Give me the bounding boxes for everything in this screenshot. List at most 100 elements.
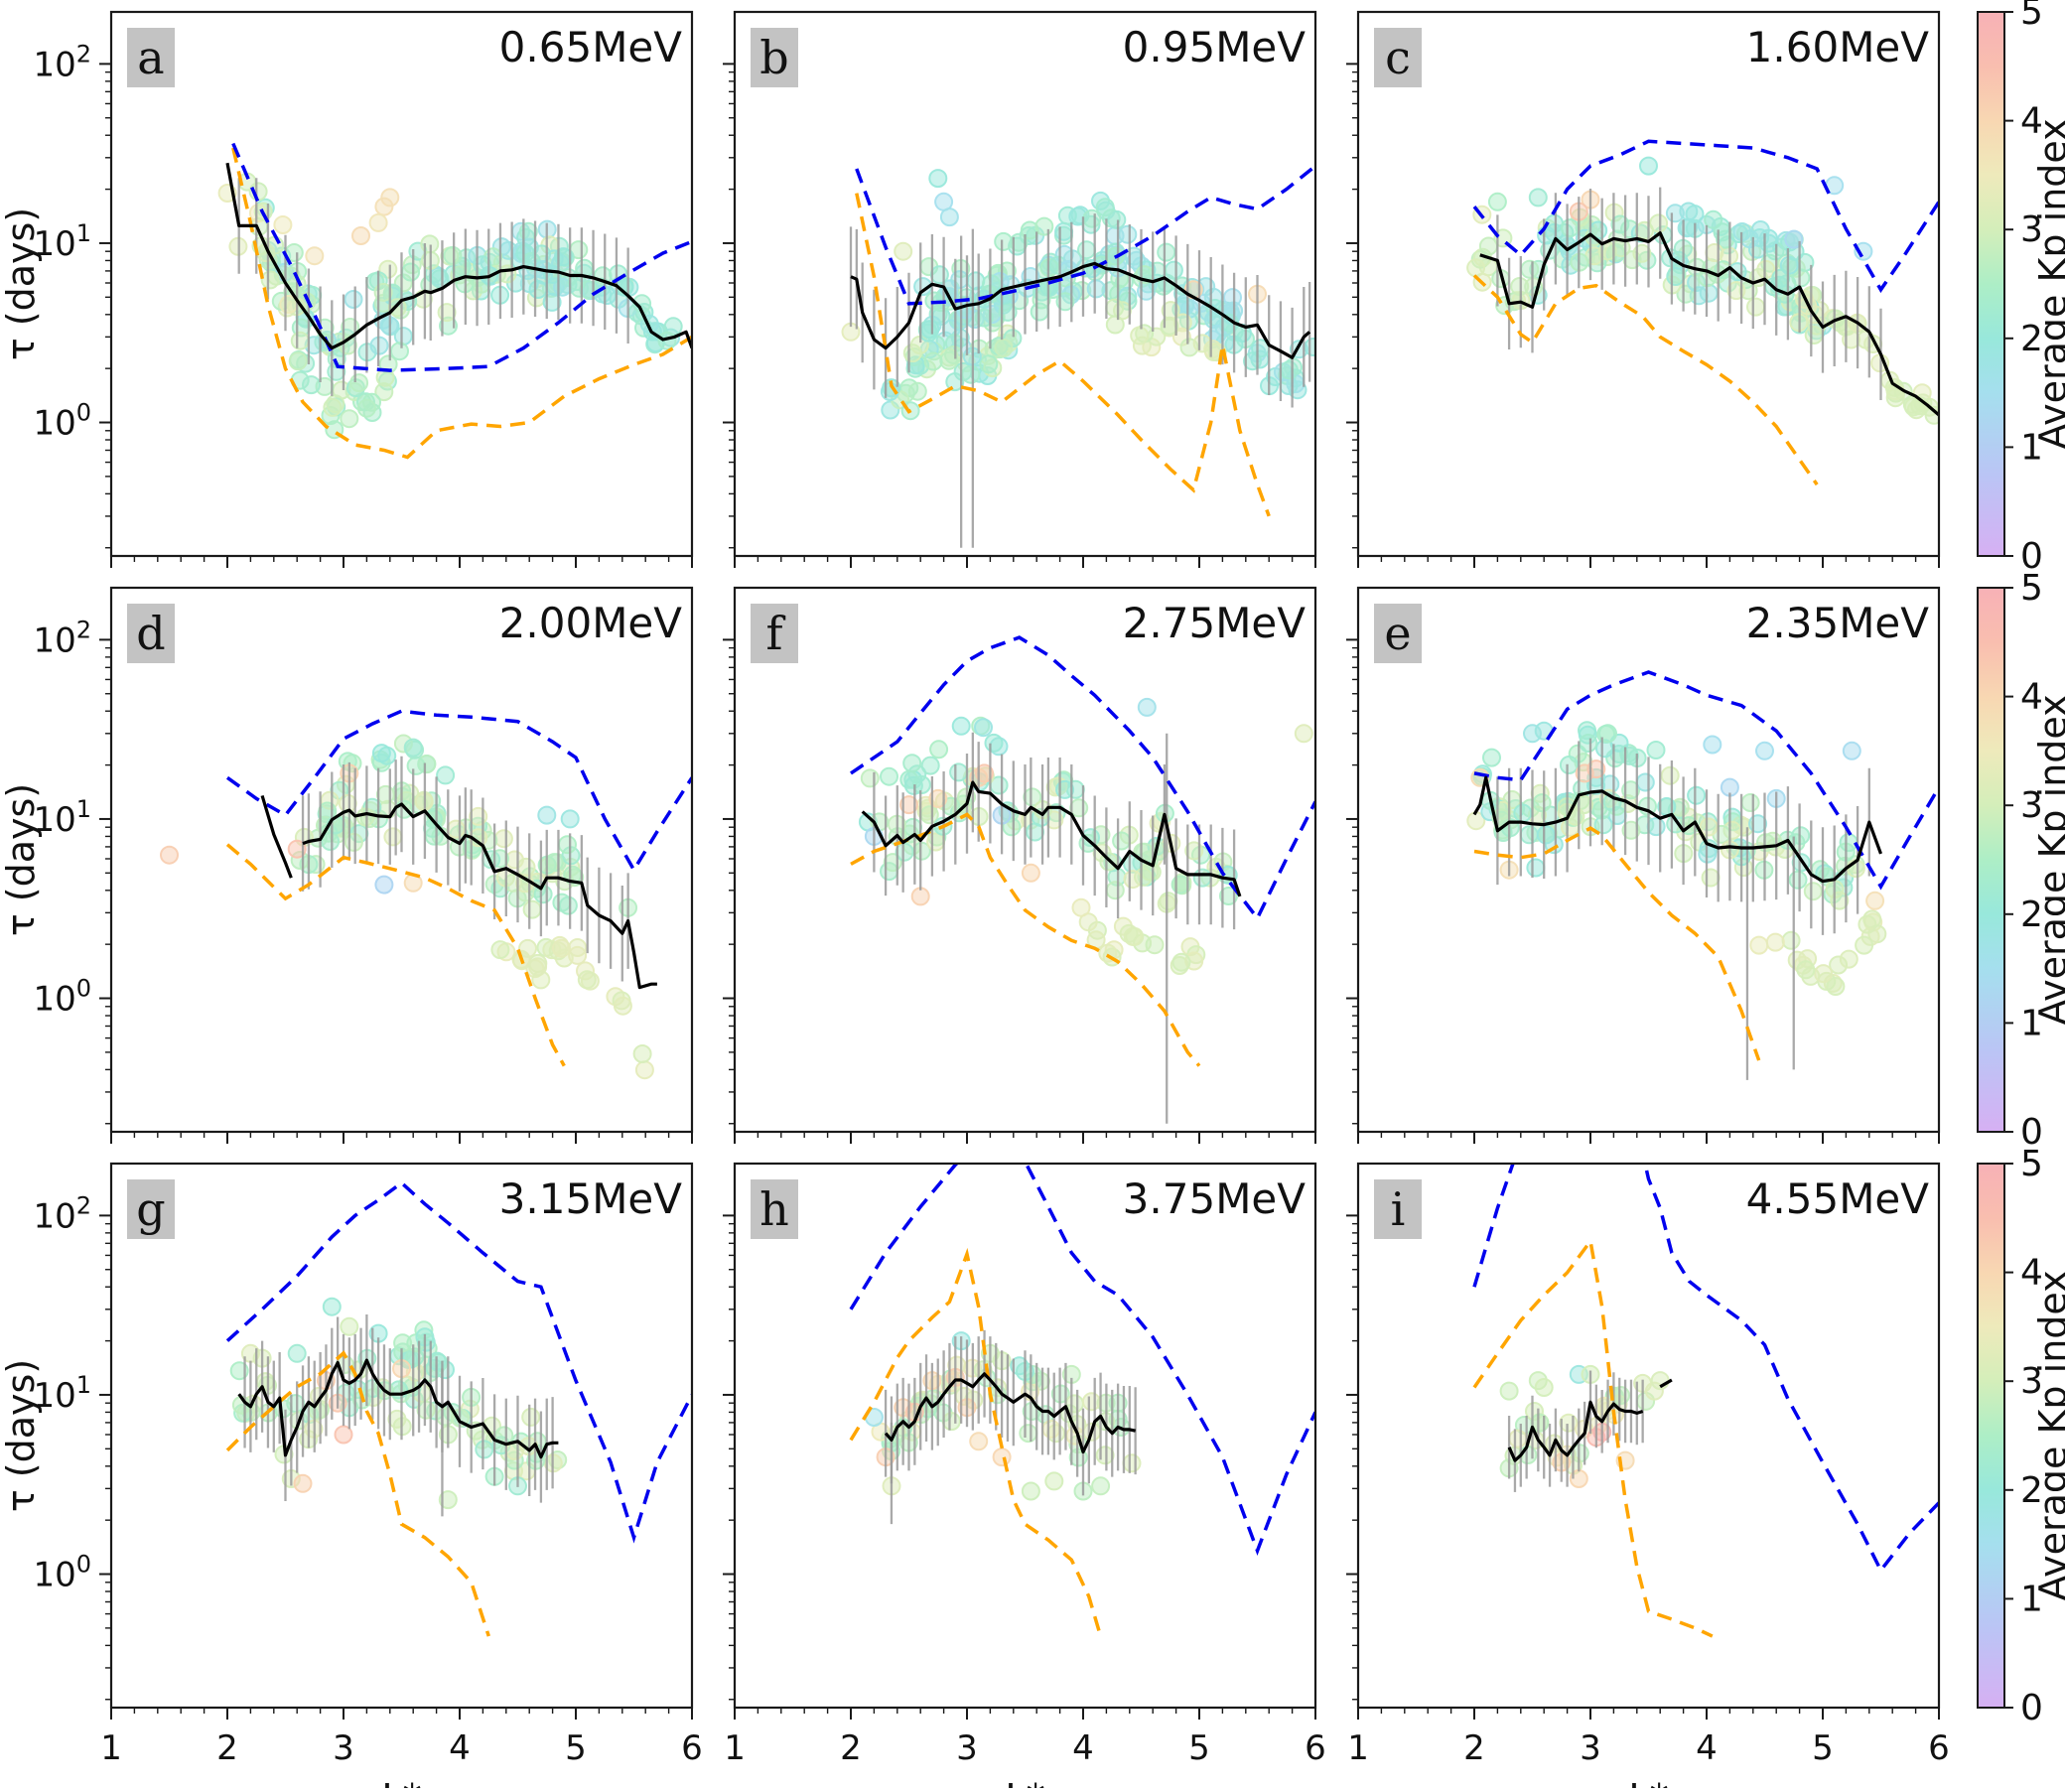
- kp-scatter-dot: [1118, 224, 1138, 244]
- panel-a: a 0.65MeV 102 101 100 τ (days): [0, 10, 694, 568]
- kp-scatter-dot: [351, 226, 370, 245]
- kp-scatter-dot: [860, 768, 880, 788]
- kp-scatter-dot: [401, 262, 421, 282]
- kp-scatter-dot: [1105, 881, 1125, 900]
- kp-scatter-dot: [1687, 785, 1707, 805]
- panel-border: [109, 1162, 694, 1710]
- kp-scatter-dot: [1579, 734, 1598, 753]
- kp-scatter-dot: [1023, 787, 1042, 807]
- kp-scatter-dot: [1746, 297, 1765, 317]
- kp-scatter-dot: [387, 298, 407, 318]
- kp-scatter-dot: [1466, 258, 1486, 278]
- lower-envelope-dashed-line: [225, 843, 566, 1067]
- y-tick-label: 102: [33, 1191, 91, 1236]
- kp-scatter-dot: [537, 805, 557, 825]
- colorbar-row-1: 0 1 2 3 4 5 Average Kp index: [1977, 0, 2065, 577]
- kp-scatter-dot: [374, 382, 394, 402]
- kp-scatter-dot: [1855, 935, 1874, 955]
- kp-scatter-dot: [969, 1432, 989, 1451]
- kp-scatter-dot: [436, 765, 456, 785]
- kp-scatter-dot: [613, 996, 632, 1016]
- lower-envelope-dashed-line: [231, 147, 692, 460]
- x-tick-label: 1: [724, 1728, 746, 1768]
- y-axis-label: τ (days): [0, 783, 43, 936]
- panel-letter-badge: b: [751, 28, 798, 87]
- kp-scatter-dot: [1621, 820, 1641, 840]
- colorbar-tick-label: 0: [2020, 536, 2043, 577]
- panel-letter-badge: e: [1374, 604, 1422, 663]
- kp-scatter-dot: [1788, 870, 1808, 890]
- panel-f: f 2.75MeV: [723, 586, 1317, 1144]
- lower-envelope-dashed-line: [1472, 274, 1819, 486]
- kp-scatter-dot: [911, 775, 931, 794]
- kp-scatter-dot: [1482, 748, 1501, 767]
- x-tick-label: 1: [100, 1728, 122, 1768]
- panel-letter: f: [765, 607, 785, 660]
- kp-scatter-dot: [1771, 268, 1791, 288]
- kp-scatter-dot: [1621, 780, 1641, 800]
- kp-scatter-dot: [902, 344, 922, 363]
- x-tick-label: 2: [216, 1728, 238, 1768]
- panel-border: [733, 586, 1317, 1134]
- scatter-points: [1466, 156, 1939, 425]
- kp-scatter-dot: [371, 744, 391, 763]
- panel-border: [1356, 1162, 1941, 1710]
- kp-scatter-dot: [902, 754, 922, 773]
- colorbar-border: [1977, 11, 2005, 557]
- y-tick-label: 101: [33, 795, 91, 840]
- kp-scatter-dot: [994, 338, 1014, 357]
- kp-scatter-dot: [1137, 697, 1157, 717]
- axis-ticks: [723, 638, 1316, 1144]
- median-line: [884, 1372, 1137, 1454]
- kp-scatter-dot: [290, 331, 310, 350]
- kp-scatter-dot: [1534, 1378, 1554, 1397]
- x-tick-label: 2: [1463, 1728, 1485, 1768]
- kp-scatter-dot: [1086, 279, 1106, 299]
- kp-scatter-dot: [1903, 397, 1923, 417]
- axis-ticks: [1346, 63, 1940, 568]
- kp-scatter-dot: [340, 1316, 359, 1336]
- x-tick-label: 3: [333, 1728, 354, 1768]
- colorbar-tick-label: 3: [2020, 1361, 2043, 1402]
- kp-scatter-dot: [974, 718, 993, 738]
- kp-scatter-dot: [919, 805, 939, 825]
- kp-scatter-dot: [1082, 208, 1102, 228]
- kp-scatter-dot: [287, 839, 307, 859]
- lower-envelope-dashed-line: [1472, 1236, 1714, 1638]
- kp-scatter-dot: [974, 308, 994, 328]
- kp-scatter-dot: [1279, 360, 1299, 380]
- panel-border: [1356, 10, 1941, 558]
- kp-scatter-dot: [1611, 1386, 1630, 1405]
- kp-scatter-dot: [1034, 216, 1054, 236]
- kp-scatter-dot: [1044, 1471, 1064, 1491]
- kp-scatter-dot: [528, 280, 548, 299]
- panel-letter-badge: a: [127, 28, 175, 87]
- upper-envelope-dashed-line: [850, 635, 1315, 922]
- kp-scatter-dot: [1660, 765, 1680, 785]
- kp-scatter-dot: [443, 245, 463, 265]
- kp-scatter-dot: [1107, 209, 1127, 229]
- median-line: [1472, 775, 1883, 884]
- panel-energy-title: 3.75MeV: [1123, 1174, 1307, 1223]
- median-line: [302, 802, 657, 990]
- y-tick-label: 100: [33, 399, 91, 444]
- kp-scatter-dot: [1826, 977, 1846, 996]
- upper-envelope-dashed-line: [225, 709, 692, 874]
- x-tick-label: 2: [840, 1728, 862, 1768]
- panel-letter: i: [1391, 1182, 1406, 1236]
- kp-scatter-dot: [657, 331, 677, 350]
- kp-scatter-dot: [568, 945, 588, 965]
- kp-scatter-dot: [918, 323, 938, 343]
- kp-scatter-dot: [1019, 1424, 1038, 1444]
- panel-letter: a: [137, 31, 164, 84]
- kp-scatter-dot: [928, 169, 948, 189]
- kp-scatter-dot: [1170, 875, 1190, 895]
- kp-scatter-dot: [1122, 1453, 1142, 1473]
- kp-scatter-dot: [1532, 793, 1552, 813]
- kp-scatter-dot: [302, 375, 321, 395]
- colorbar-tick-label: 0: [2020, 1112, 2043, 1153]
- colorbar-tick-label: 0: [2020, 1688, 2043, 1728]
- kp-scatter-dot: [374, 875, 394, 895]
- median-line: [237, 1358, 559, 1459]
